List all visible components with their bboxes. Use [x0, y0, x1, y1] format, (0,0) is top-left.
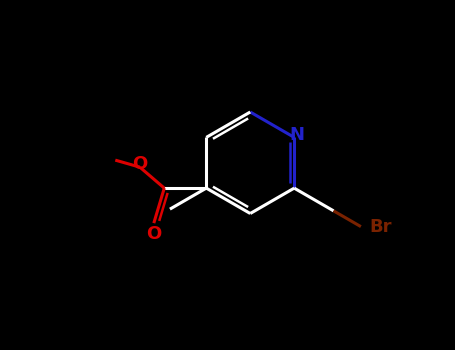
Text: O: O: [146, 225, 162, 243]
Text: N: N: [289, 126, 304, 144]
Text: O: O: [132, 155, 147, 173]
Text: Br: Br: [369, 218, 392, 236]
